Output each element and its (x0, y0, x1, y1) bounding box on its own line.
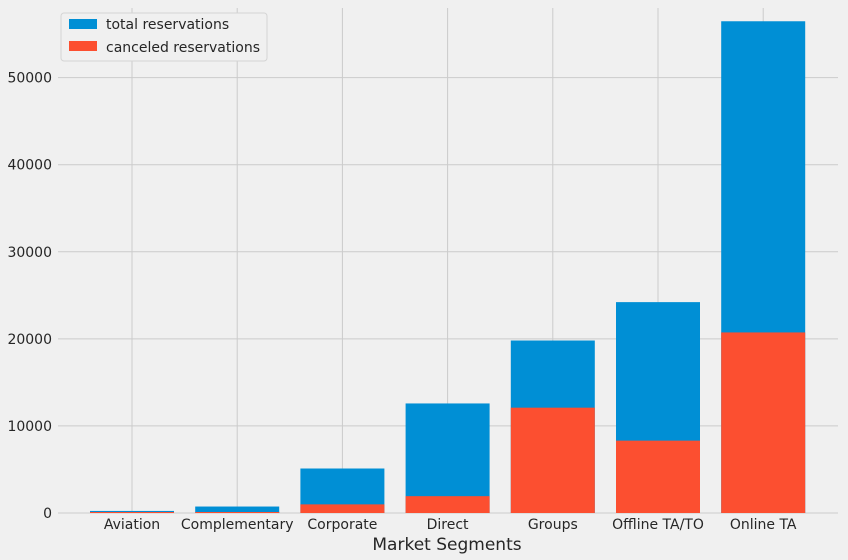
y-tick-label: 20000 (7, 332, 52, 348)
x-tick-label: Offline TA/TO (612, 517, 704, 533)
bar-total-reservations (90, 510, 174, 513)
legend: total reservations canceled reservations (60, 12, 268, 62)
legend-label-canceled-reservations: canceled reservations (106, 40, 260, 56)
bar-canceled-reservations (300, 504, 385, 513)
y-tick-label: 30000 (7, 245, 52, 261)
x-tick-label: Online TA (730, 517, 797, 533)
y-axis-ticks: 0 10000 20000 30000 40000 50000 (7, 71, 52, 522)
bar-canceled-reservations (510, 407, 595, 513)
x-tick-label: Direct (427, 517, 469, 533)
x-axis-ticks: Aviation Complementary Corporate Direct Grou… (104, 517, 797, 533)
bars (90, 21, 806, 514)
x-tick-label: Complementary (181, 517, 294, 533)
bar-total-reservations (405, 403, 490, 513)
y-tick-label: 50000 (7, 71, 52, 87)
bar-canceled-reservations (616, 440, 700, 513)
legend-swatch-total-reservations (69, 19, 97, 29)
legend-box (60, 12, 268, 62)
x-tick-label: Corporate (307, 517, 377, 533)
y-tick-label: 0 (43, 506, 52, 522)
x-axis-label: Market Segments (372, 535, 521, 555)
legend-swatch-canceled-reservations (69, 41, 97, 51)
bar-canceled-reservations (195, 512, 280, 513)
y-tick-label: 40000 (7, 158, 52, 174)
bar-canceled-reservations (90, 512, 174, 513)
x-tick-label: Groups (528, 517, 578, 533)
y-tick-label: 10000 (7, 419, 52, 435)
legend-label-total-reservations: total reservations (106, 17, 229, 33)
bar-canceled-reservations (405, 496, 490, 513)
bar-total-reservations (195, 506, 280, 513)
bar-canceled-reservations (721, 332, 806, 513)
x-tick-label: Aviation (104, 517, 160, 533)
